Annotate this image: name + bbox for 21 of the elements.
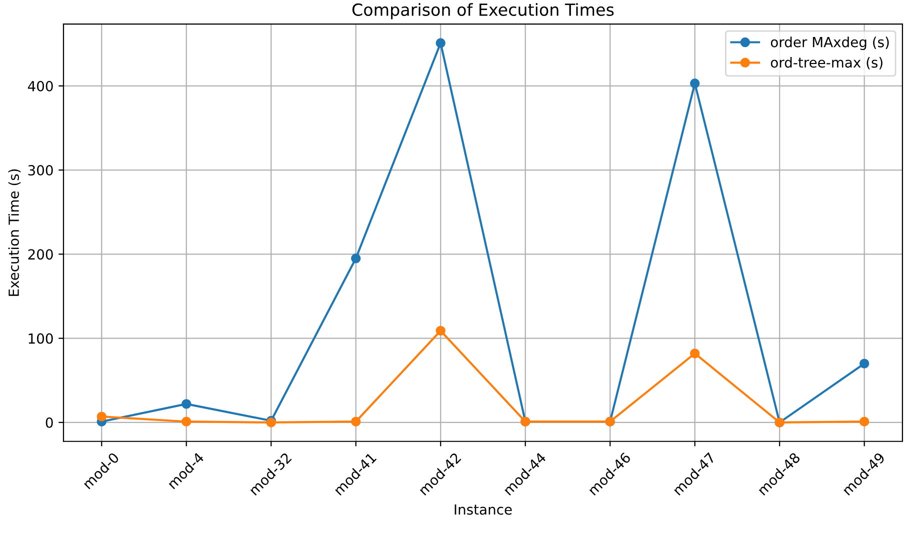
- legend-label: ord-tree-max (s): [770, 56, 882, 70]
- point: [96, 412, 106, 422]
- legend-label: order MAxdeg (s): [770, 36, 889, 50]
- point: [182, 399, 192, 409]
- point: [859, 358, 870, 368]
- point: [690, 78, 700, 88]
- point: [859, 416, 870, 426]
- y-tick-label: 200: [28, 249, 53, 260]
- point: [436, 38, 446, 48]
- y-axis-title: Execution Time (s): [8, 169, 21, 296]
- y-tick-label: 400: [28, 80, 53, 92]
- point: [182, 416, 192, 426]
- y-tick-label: 100: [28, 333, 53, 344]
- x-axis-title: Instance: [454, 504, 512, 515]
- chart-title: Comparison of Execution Times: [352, 3, 614, 20]
- y-tick-label: 0: [46, 417, 53, 428]
- point: [690, 348, 700, 358]
- y-tick-label: 300: [28, 165, 53, 176]
- point: [351, 416, 361, 426]
- point: [436, 326, 446, 336]
- point: [351, 254, 361, 264]
